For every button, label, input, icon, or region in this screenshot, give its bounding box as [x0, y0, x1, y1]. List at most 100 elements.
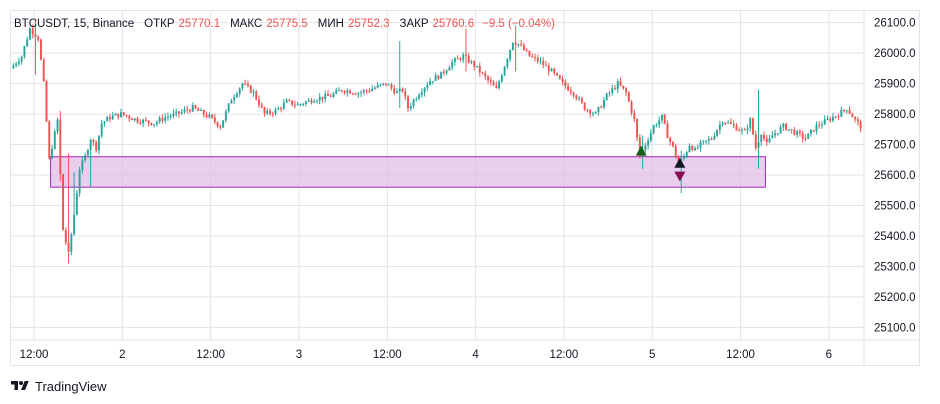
candle-body — [161, 117, 164, 121]
candle-body — [310, 99, 313, 103]
candle-body — [307, 99, 310, 102]
y-tick-label: 25500.0 — [874, 200, 916, 212]
candle-body — [837, 116, 840, 118]
tradingview-attribution[interactable]: TradingView — [10, 376, 107, 396]
candle-body — [81, 160, 84, 171]
candle-body — [376, 85, 379, 88]
candle-body — [660, 114, 663, 121]
candle-body — [189, 110, 191, 112]
candle-body — [520, 43, 523, 46]
candle-body — [420, 92, 423, 95]
candle-body — [809, 129, 812, 134]
candle-body — [354, 93, 357, 95]
candle-body — [434, 75, 437, 82]
candle-body — [558, 75, 561, 79]
candle-body — [572, 92, 575, 96]
candle-body — [258, 99, 260, 106]
candle-body — [798, 131, 801, 134]
candle-body — [740, 129, 743, 131]
candle-body — [86, 150, 89, 156]
candle-body — [396, 91, 398, 94]
candle-body — [95, 141, 98, 151]
candle-body — [175, 111, 178, 114]
sell-signal-marker[interactable] — [674, 171, 686, 182]
candle-body — [20, 56, 23, 62]
candle-body — [128, 116, 131, 119]
candle-body — [467, 55, 470, 63]
candle-body — [821, 124, 823, 126]
candle-body — [440, 71, 443, 79]
candle-body — [208, 114, 211, 118]
candle-body — [429, 81, 432, 86]
candle-body — [589, 110, 592, 114]
candle-body — [567, 86, 570, 91]
close-label: ЗАКР — [399, 18, 429, 30]
candle-body — [498, 81, 501, 89]
candle-body — [591, 113, 594, 115]
candle-body — [224, 111, 227, 121]
candle-body — [597, 106, 600, 113]
candle-body — [340, 90, 343, 92]
candle-body — [569, 90, 572, 93]
candle-body — [796, 131, 799, 135]
price-axis[interactable]: 26100.0 26000.0 25900.0 25800.0 25700.0 25600… — [874, 18, 916, 335]
candle-body — [155, 122, 158, 125]
candle-body — [663, 114, 666, 124]
candle-body — [547, 65, 550, 72]
candle-body — [622, 85, 625, 89]
candle-body — [426, 85, 429, 89]
candle-body — [202, 110, 205, 115]
y-tick-label: 25300.0 — [874, 261, 916, 273]
candle-body — [150, 122, 153, 125]
candle-body — [685, 152, 688, 157]
candle-body — [269, 110, 272, 114]
candle-body — [177, 111, 180, 114]
x-tick-label: 6 — [826, 349, 832, 361]
candle-body — [327, 94, 329, 96]
x-tick-label: 2 — [119, 349, 125, 361]
candle-body — [550, 68, 553, 72]
candle-body — [578, 98, 581, 100]
high-value: 25775.5 — [266, 18, 308, 30]
candle-body — [765, 138, 768, 143]
buy-signal-marker[interactable] — [674, 157, 686, 168]
candle-body — [164, 117, 167, 121]
candle-body — [321, 96, 324, 100]
x-tick-label: 12:00 — [726, 349, 755, 361]
candle-body — [500, 75, 503, 82]
buy-signal-marker[interactable] — [635, 145, 647, 156]
open-label: ОТКР — [144, 18, 175, 30]
support-zone-rect[interactable] — [50, 156, 766, 188]
symbol-label[interactable]: BTCUSDT, 15, Binance — [14, 18, 135, 30]
candle-body — [158, 117, 161, 123]
candle-body — [625, 88, 628, 93]
candle-body — [785, 123, 788, 131]
candle-body — [553, 68, 556, 73]
x-tick-label: 5 — [649, 349, 655, 361]
candle-body — [398, 88, 401, 92]
candle-body — [349, 90, 352, 94]
x-tick-label: 12:00 — [373, 349, 402, 361]
candle-body — [517, 43, 520, 45]
candle-body — [37, 36, 40, 40]
candle-body — [106, 116, 109, 122]
candle-body — [757, 141, 760, 148]
candle-body — [522, 45, 525, 51]
candle-body — [644, 145, 647, 151]
candle-body — [453, 58, 456, 62]
candle-body — [586, 110, 589, 112]
candle-body — [75, 193, 78, 215]
candle-body — [619, 81, 622, 86]
candle-body — [630, 101, 633, 113]
candle-body — [28, 28, 31, 40]
candle-body — [368, 90, 371, 92]
time-axis[interactable]: 12:00 2 12:00 3 12:00 4 12:00 5 12:00 6 — [20, 349, 832, 361]
candle-body — [699, 141, 702, 148]
candle-body — [200, 110, 203, 112]
candle-body — [186, 109, 189, 111]
candle-body — [238, 88, 241, 94]
change-value: −9.5 (−0.04%) — [482, 18, 555, 30]
candle-body — [53, 131, 56, 149]
candle-body — [42, 59, 45, 81]
candle-body — [194, 105, 197, 109]
